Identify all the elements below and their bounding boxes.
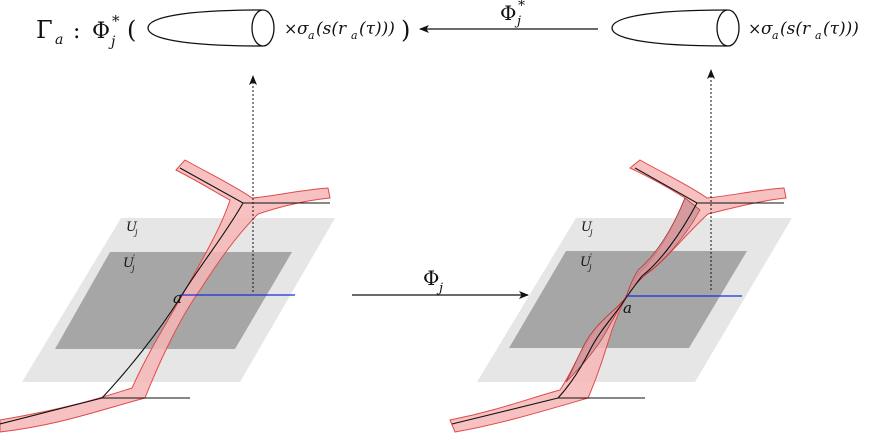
sigma-subscript-right: a: [772, 29, 779, 42]
phi-symbol: Φ: [92, 19, 110, 44]
gamma-subscript: a: [55, 32, 63, 48]
left-cone-opening: [251, 9, 275, 47]
close-paren: ): [401, 16, 410, 44]
right-cone-shape: [611, 9, 728, 47]
right-cone-opening: [716, 9, 740, 47]
middle-arrow: Φ j: [352, 266, 529, 299]
right-outer-label: U: [581, 220, 593, 235]
left-core-curve: [0, 167, 330, 425]
right-inner-sub: j: [587, 263, 592, 272]
left-cone-shape: [147, 9, 263, 47]
left-outer-label: U: [126, 220, 138, 235]
right-point-label: a: [623, 299, 632, 317]
colon-symbol: :: [73, 19, 80, 44]
right-inner-prime: ′: [590, 253, 593, 264]
right-inner-plane-uj-prime: [509, 251, 747, 348]
left-point-label: a: [173, 289, 182, 307]
left-outer-sub: j: [133, 228, 138, 237]
right-panel: U j U ′ j a: [449, 69, 792, 433]
expression-close: (τ))): [359, 19, 395, 39]
sigma-symbol: σ: [297, 19, 309, 39]
gamma-symbol: Γ: [36, 16, 53, 44]
phi-arrow-sub: j: [436, 281, 443, 296]
phi-subscript: j: [108, 34, 116, 50]
expression-tail: (s(r: [316, 19, 347, 39]
expression-tail-right: (s(r: [780, 19, 811, 39]
open-paren: (: [127, 16, 136, 44]
right-inner-label: U: [580, 255, 592, 270]
top-left-expression: Γ a : Φ * j ( × σ a (s(r a (τ))) ): [36, 9, 410, 50]
sigma-subscript: a: [308, 29, 315, 42]
times-symbol: ×: [284, 19, 297, 38]
r-subscript: a: [351, 29, 358, 42]
top-arrow: Φ * j: [419, 0, 598, 33]
times-symbol-right: ×: [748, 19, 761, 38]
phi-superscript: *: [112, 12, 120, 30]
inner-plane-uj-prime: [55, 252, 292, 349]
left-inner-sub: j: [130, 264, 135, 273]
left-inner-prime: ′: [133, 254, 136, 265]
left-inner-label: U: [123, 256, 135, 271]
expression-close-right: (τ))): [823, 19, 859, 39]
right-outer-sub: j: [588, 228, 593, 237]
phi-arrow-label: Φ: [423, 266, 439, 290]
sigma-symbol-right: σ: [761, 19, 773, 39]
pullback-phi: Φ: [500, 1, 516, 25]
top-right-expression: × σ a (s(r a (τ))): [611, 9, 859, 47]
pullback-sup: *: [518, 0, 525, 14]
pullback-sub: j: [514, 14, 521, 29]
right-core-curve: [451, 167, 784, 425]
r-subscript-right: a: [815, 29, 822, 42]
left-panel: U j U ′ j a: [0, 75, 335, 433]
